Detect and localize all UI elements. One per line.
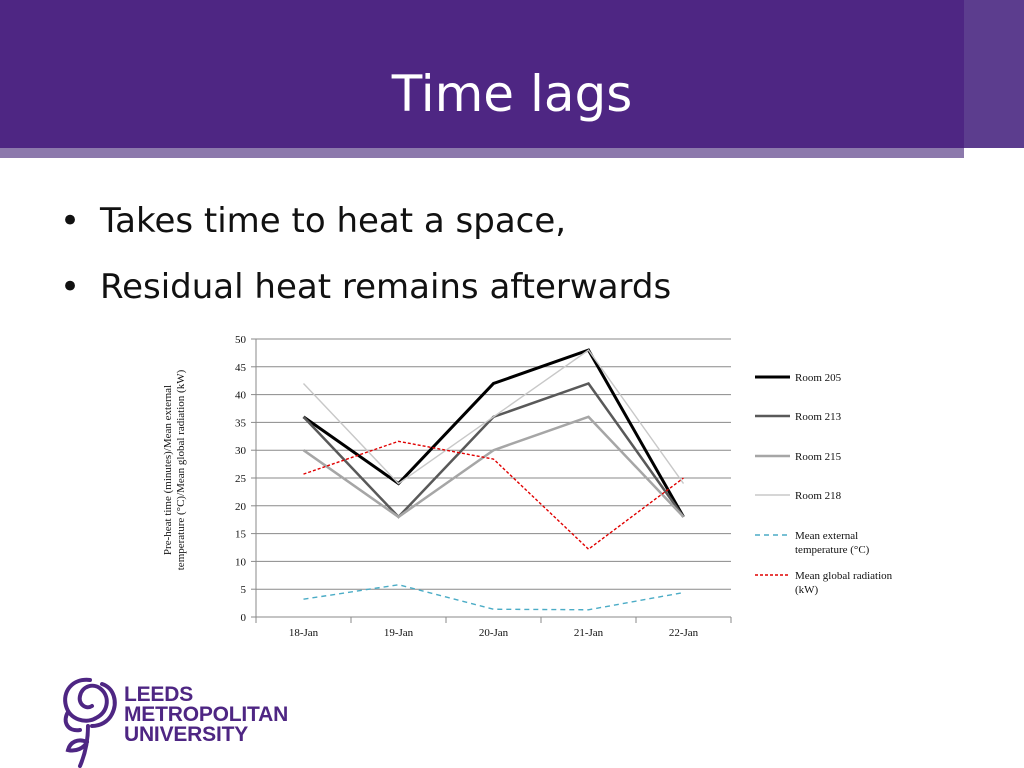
series-line	[302, 349, 685, 485]
x-tick-label: 20-Jan	[479, 627, 509, 639]
series-line	[302, 348, 685, 518]
slide-title: Time lags	[391, 65, 633, 123]
header-side-block	[964, 0, 1024, 148]
header-accent-strip	[0, 148, 964, 158]
series-line	[303, 440, 684, 551]
y-tick-label: 5	[241, 584, 247, 596]
legend-label: Room 218	[795, 490, 842, 502]
legend-label: Mean external temperature (°C)	[795, 530, 870, 556]
bullet-item: Residual heat remains afterwards	[60, 254, 671, 320]
y-tick-label: 40	[235, 390, 247, 402]
y-tick-label: 30	[235, 445, 247, 457]
y-axis-label: Pre-heat time (minutes)/Mean external	[162, 385, 174, 555]
legend-label: Mean global radiation (kW)	[795, 570, 893, 596]
y-axis-label: temperature (°C)/Mean global radiation (…	[175, 369, 187, 570]
y-tick-label: 25	[235, 473, 247, 485]
x-tick-label: 19-Jan	[384, 627, 414, 639]
series-line	[302, 415, 685, 519]
logo-text-line: METROPOLITAN	[124, 703, 289, 726]
header-bar	[0, 0, 964, 148]
y-tick-label: 15	[235, 529, 247, 541]
y-tick-label: 10	[235, 556, 247, 568]
legend-label: Room 205	[795, 372, 842, 384]
y-tick-label: 0	[241, 612, 247, 624]
legend-label: Room 215	[795, 451, 842, 463]
legend-label: Room 213	[795, 411, 842, 423]
university-logo-rose-icon	[63, 677, 117, 768]
y-tick-label: 50	[235, 334, 247, 346]
x-tick-label: 18-Jan	[289, 627, 319, 639]
logo-text-line: LEEDS	[124, 683, 194, 706]
series-line	[303, 584, 684, 611]
y-tick-label: 45	[235, 362, 247, 374]
y-tick-label: 35	[235, 417, 247, 429]
x-tick-label: 21-Jan	[574, 627, 604, 639]
x-tick-label: 22-Jan	[669, 627, 699, 639]
bullet-list: Takes time to heat a space, Residual hea…	[60, 188, 671, 320]
y-tick-label: 20	[235, 501, 247, 513]
logo-text-line: UNIVERSITY	[124, 723, 249, 746]
bullet-item: Takes time to heat a space,	[60, 188, 671, 254]
